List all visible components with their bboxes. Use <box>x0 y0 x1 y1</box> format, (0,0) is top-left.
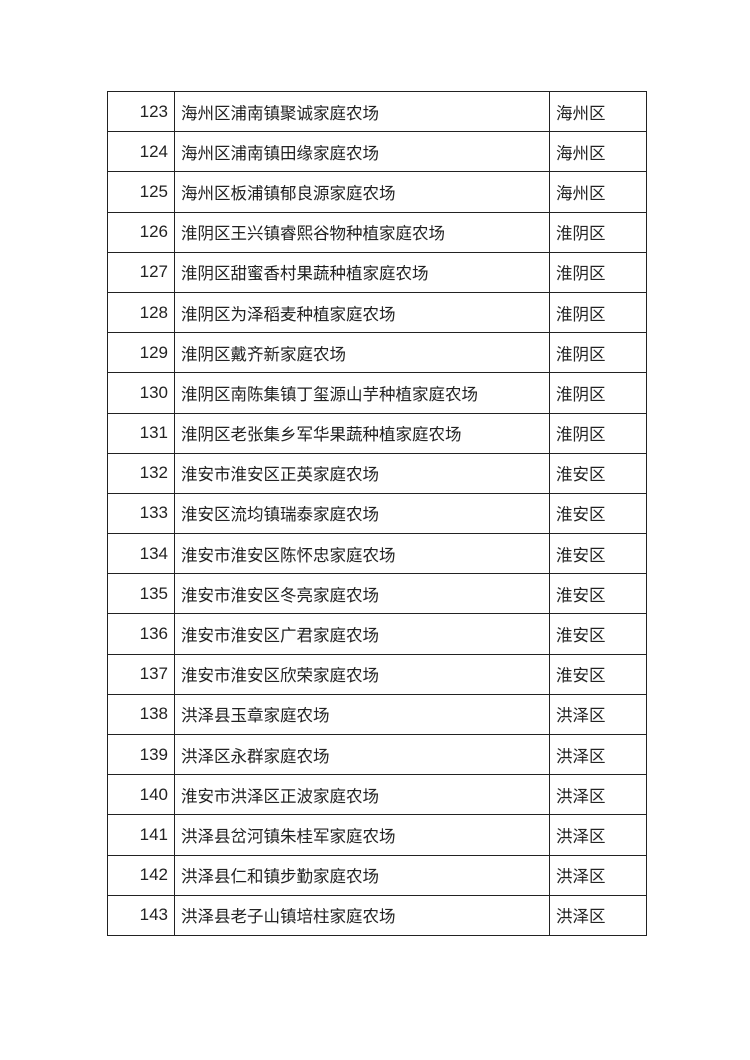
district-cell: 淮阴区 <box>549 291 647 334</box>
farm-name-cell: 洪泽县老子山镇培柱家庭农场 <box>174 894 550 936</box>
farm-name-cell: 洪泽县岔河镇朱桂军家庭农场 <box>174 814 550 856</box>
farm-name-cell: 淮阴区戴齐新家庭农场 <box>174 332 550 374</box>
farm-name-cell: 淮安市淮安区广君家庭农场 <box>174 613 550 655</box>
farm-name-cell: 淮安市淮安区欣荣家庭农场 <box>174 653 550 695</box>
district-cell: 淮安区 <box>549 492 647 535</box>
table-row: 128 淮阴区为泽稻麦种植家庭农场 淮阴区 <box>107 291 647 334</box>
table-row: 142 洪泽县仁和镇步勤家庭农场 洪泽区 <box>107 854 647 896</box>
district-cell: 洪泽区 <box>549 733 647 776</box>
farm-name-cell: 淮安市淮安区冬亮家庭农场 <box>174 573 550 615</box>
row-number-cell: 129 <box>107 332 175 374</box>
district-cell: 淮阴区 <box>549 332 647 374</box>
row-number-cell: 141 <box>107 814 175 856</box>
farm-name-cell: 淮安市洪泽区正波家庭农场 <box>174 774 550 816</box>
farm-name-cell: 海州区浦南镇聚诚家庭农场 <box>174 90 550 133</box>
district-cell: 海州区 <box>549 90 647 133</box>
row-number-cell: 131 <box>107 412 175 454</box>
farm-name-cell: 洪泽区永群家庭农场 <box>174 733 550 776</box>
district-cell: 淮安区 <box>549 452 647 494</box>
district-cell: 洪泽区 <box>549 894 647 936</box>
table-row: 135 淮安市淮安区冬亮家庭农场 淮安区 <box>107 573 647 615</box>
district-cell: 海州区 <box>549 131 647 173</box>
district-cell: 洪泽区 <box>549 774 647 816</box>
row-number-cell: 135 <box>107 573 175 615</box>
farm-name-cell: 洪泽县仁和镇步勤家庭农场 <box>174 854 550 896</box>
row-number-cell: 132 <box>107 452 175 494</box>
table-row: 129 淮阴区戴齐新家庭农场 淮阴区 <box>107 332 647 374</box>
table-row: 132 淮安市淮安区正英家庭农场 淮安区 <box>107 452 647 494</box>
row-number-cell: 142 <box>107 854 175 896</box>
farm-name-cell: 淮阴区为泽稻麦种植家庭农场 <box>174 291 550 334</box>
row-number-cell: 136 <box>107 613 175 655</box>
district-cell: 洪泽区 <box>549 693 647 736</box>
farm-name-cell: 淮阴区南陈集镇丁玺源山芋种植家庭农场 <box>174 372 550 414</box>
row-number-cell: 140 <box>107 774 175 816</box>
row-number-cell: 138 <box>107 693 175 736</box>
farm-list-table: 123 海州区浦南镇聚诚家庭农场 海州区 124 海州区浦南镇田缘家庭农场 海州区 125 海… <box>107 90 647 936</box>
table-row: 124 海州区浦南镇田缘家庭农场 海州区 <box>107 131 647 173</box>
row-number-cell: 125 <box>107 171 175 213</box>
table-row: 133 淮安区流均镇瑞泰家庭农场 淮安区 <box>107 492 647 535</box>
row-number-cell: 139 <box>107 733 175 776</box>
farm-name-cell: 淮阴区老张集乡军华果蔬种植家庭农场 <box>174 412 550 454</box>
row-number-cell: 130 <box>107 372 175 414</box>
farm-name-cell: 洪泽县玉章家庭农场 <box>174 693 550 736</box>
district-cell: 淮阴区 <box>549 412 647 454</box>
row-number-cell: 133 <box>107 492 175 535</box>
row-number-cell: 124 <box>107 131 175 173</box>
district-cell: 淮安区 <box>549 613 647 655</box>
farm-name-cell: 淮阴区王兴镇睿熙谷物种植家庭农场 <box>174 211 550 253</box>
district-cell: 淮阴区 <box>549 211 647 253</box>
row-number-cell: 126 <box>107 211 175 253</box>
table-row: 139 洪泽区永群家庭农场 洪泽区 <box>107 733 647 776</box>
row-number-cell: 123 <box>107 90 175 133</box>
table-row: 138 洪泽县玉章家庭农场 洪泽区 <box>107 693 647 736</box>
table-row: 126 淮阴区王兴镇睿熙谷物种植家庭农场 淮阴区 <box>107 211 647 253</box>
district-cell: 洪泽区 <box>549 854 647 896</box>
row-number-cell: 127 <box>107 251 175 293</box>
row-number-cell: 143 <box>107 894 175 936</box>
farm-name-cell: 淮安市淮安区正英家庭农场 <box>174 452 550 494</box>
district-cell: 洪泽区 <box>549 814 647 856</box>
district-cell: 淮阴区 <box>549 251 647 293</box>
table-row: 137 淮安市淮安区欣荣家庭农场 淮安区 <box>107 653 647 695</box>
table-row: 131 淮阴区老张集乡军华果蔬种植家庭农场 淮阴区 <box>107 412 647 454</box>
table-row: 143 洪泽县老子山镇培柱家庭农场 洪泽区 <box>107 894 647 936</box>
table-body: 123 海州区浦南镇聚诚家庭农场 海州区 124 海州区浦南镇田缘家庭农场 海州区 125 海… <box>107 90 647 936</box>
row-number-cell: 128 <box>107 291 175 334</box>
farm-name-cell: 海州区浦南镇田缘家庭农场 <box>174 131 550 173</box>
table-row: 140 淮安市洪泽区正波家庭农场 洪泽区 <box>107 774 647 816</box>
table-row: 130 淮阴区南陈集镇丁玺源山芋种植家庭农场 淮阴区 <box>107 372 647 414</box>
table-row: 127 淮阴区甜蜜香村果蔬种植家庭农场 淮阴区 <box>107 251 647 293</box>
table-row: 123 海州区浦南镇聚诚家庭农场 海州区 <box>107 90 647 133</box>
row-number-cell: 134 <box>107 533 175 575</box>
district-cell: 淮安区 <box>549 573 647 615</box>
farm-name-cell: 淮安市淮安区陈怀忠家庭农场 <box>174 533 550 575</box>
row-number-cell: 137 <box>107 653 175 695</box>
table-row: 141 洪泽县岔河镇朱桂军家庭农场 洪泽区 <box>107 814 647 856</box>
farm-name-cell: 淮安区流均镇瑞泰家庭农场 <box>174 492 550 535</box>
district-cell: 淮安区 <box>549 653 647 695</box>
table-row: 125 海州区板浦镇郁良源家庭农场 海州区 <box>107 171 647 213</box>
table-row: 134 淮安市淮安区陈怀忠家庭农场 淮安区 <box>107 533 647 575</box>
farm-name-cell: 淮阴区甜蜜香村果蔬种植家庭农场 <box>174 251 550 293</box>
district-cell: 淮安区 <box>549 533 647 575</box>
table-row: 136 淮安市淮安区广君家庭农场 淮安区 <box>107 613 647 655</box>
district-cell: 海州区 <box>549 171 647 213</box>
district-cell: 淮阴区 <box>549 372 647 414</box>
farm-name-cell: 海州区板浦镇郁良源家庭农场 <box>174 171 550 213</box>
